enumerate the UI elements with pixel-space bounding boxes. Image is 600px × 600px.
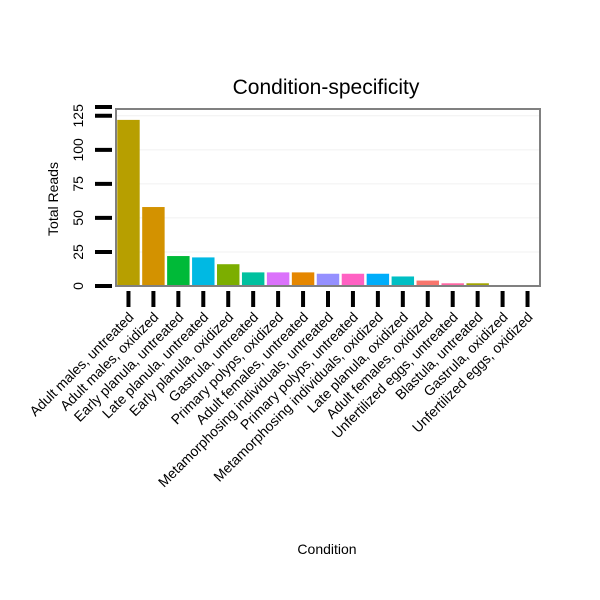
bar	[217, 264, 240, 286]
bar	[241, 272, 265, 286]
y-tick-label: 0	[70, 282, 86, 290]
y-tick-label: 125	[70, 104, 86, 128]
bar	[366, 273, 390, 286]
bar	[441, 283, 464, 286]
bar	[142, 207, 165, 286]
bar	[316, 273, 340, 286]
y-tick-label: 50	[70, 210, 86, 226]
panel-border	[115, 108, 541, 287]
bar	[466, 283, 489, 286]
bar	[391, 276, 415, 286]
bar	[341, 273, 365, 286]
bar	[266, 272, 290, 286]
bar	[291, 272, 315, 286]
x-axis-label: Condition	[297, 541, 356, 557]
y-tick-label: 100	[70, 138, 86, 162]
y-axis-label: Total Reads	[45, 162, 61, 236]
bar	[117, 119, 140, 287]
chart-title: Condition-specificity	[233, 76, 420, 99]
y-tick-label: 25	[70, 244, 86, 260]
bar	[192, 257, 215, 286]
bar	[167, 256, 190, 286]
y-tick-label: 75	[70, 176, 86, 192]
bar	[416, 280, 439, 286]
